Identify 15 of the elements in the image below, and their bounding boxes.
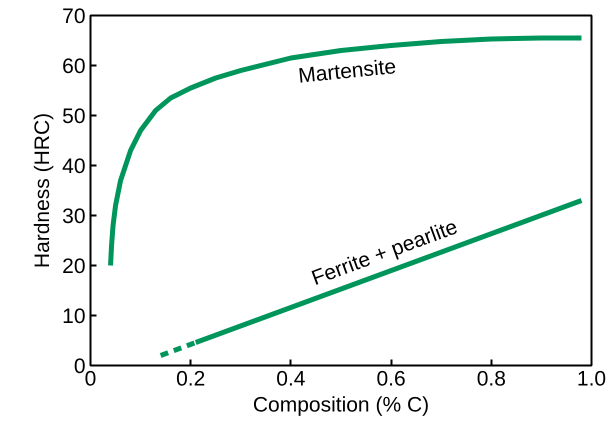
- x-tick-label: 0.8: [476, 368, 506, 390]
- y-axis-title: Hardness (HRC): [31, 112, 54, 268]
- x-axis-title: Composition (% C): [252, 394, 430, 416]
- y-tick-label: 10: [62, 305, 86, 328]
- x-tick-label: 1.0: [576, 368, 606, 390]
- x-tick-label: 0.6: [376, 368, 406, 390]
- x-tick-label: 0.4: [276, 368, 306, 390]
- y-tick-label: 50: [62, 105, 86, 128]
- y-tick-label: 60: [62, 55, 86, 78]
- y-tick-label: 40: [62, 155, 86, 178]
- text: Martensite: [297, 55, 398, 88]
- y-tick-label: 30: [62, 205, 86, 228]
- y-tick-label: 70: [62, 5, 86, 28]
- x-tick-label: 0.2: [176, 368, 206, 390]
- y-tick-label: 20: [62, 255, 86, 278]
